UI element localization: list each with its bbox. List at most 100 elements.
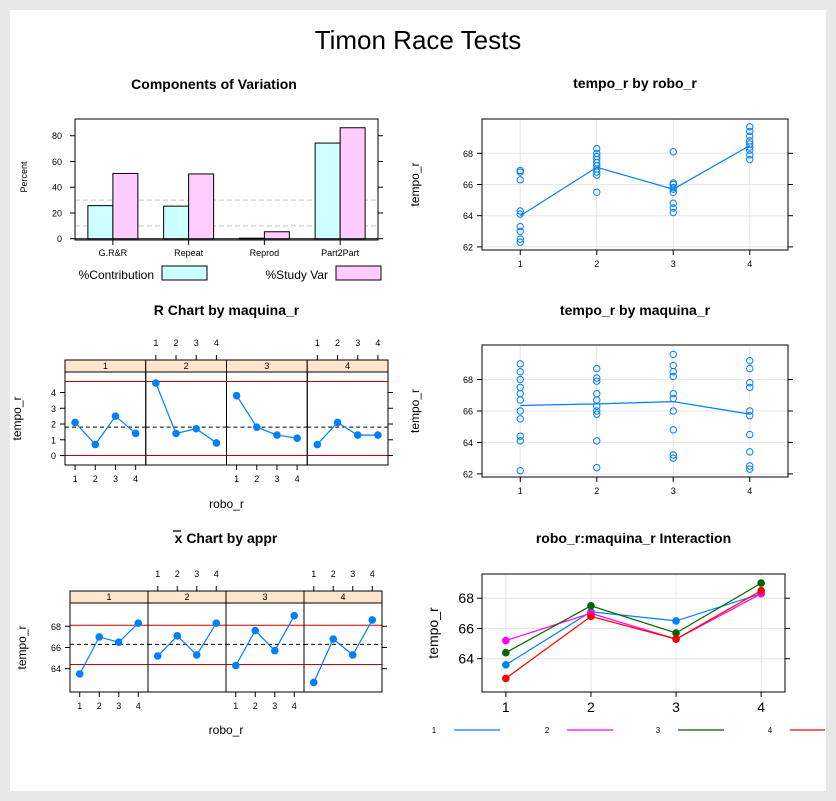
rchart-bottom-tick-label: 2	[254, 474, 259, 484]
xbar-point	[75, 670, 84, 678]
maquina-point	[593, 437, 601, 445]
components-bar-0	[163, 205, 190, 240]
robo-point	[669, 199, 677, 207]
rchart-top-tick-label: 4	[375, 338, 380, 348]
maquina-point	[746, 430, 754, 439]
rchart-title: R Chart by maquina_r	[154, 302, 300, 318]
interaction-y-tick-label: 66	[458, 620, 474, 636]
interaction-point-1	[672, 617, 680, 625]
rchart-point	[333, 418, 342, 427]
maquina-point	[593, 364, 601, 373]
rchart-point	[131, 429, 140, 438]
rchart-point	[293, 434, 301, 443]
interaction-series-line-4	[505, 590, 762, 679]
xbar-top-tick-label: 3	[194, 569, 199, 579]
rchart-point	[273, 431, 281, 439]
maquina-point	[746, 462, 754, 470]
xbar-strip-label: 1	[106, 592, 111, 602]
xbar-y-tick-label: 64	[51, 664, 61, 674]
robo-point	[593, 168, 601, 176]
rchart-y-tick-label: 2	[51, 420, 56, 430]
interaction-point-4	[757, 586, 765, 595]
rchart-panel-frame	[306, 371, 389, 466]
robo-point	[746, 132, 754, 140]
components-title: Components of Variation	[131, 76, 297, 92]
robo-x-tick-label: 2	[594, 259, 599, 269]
robo-point	[746, 146, 754, 154]
interaction-title: robo_r:maquina_r Interaction	[536, 530, 731, 546]
maquina-point	[516, 437, 524, 445]
maquina-point	[746, 412, 754, 420]
rchart-ylabel: tempo_r	[10, 396, 24, 440]
components-bar-0	[238, 237, 265, 240]
robo-title: tempo_r by robo_r	[573, 75, 697, 91]
interaction-legend-label: 2	[545, 726, 550, 735]
maquina-x-tick-label: 3	[671, 486, 676, 496]
maquina-point	[593, 407, 601, 415]
interaction-x-tick-label: 4	[757, 699, 765, 715]
robo-point	[746, 123, 754, 131]
xbar-bottom-tick-label: 3	[272, 701, 277, 711]
maquina-point	[516, 360, 524, 368]
xbar-point	[368, 616, 377, 624]
rchart-y-tick-label: 0	[51, 451, 56, 461]
robo-point	[669, 180, 677, 189]
components-y-tick-label: 20	[52, 208, 62, 218]
xbar-xlabel: robo_r	[209, 723, 244, 737]
robo-point	[669, 148, 677, 156]
maquina-y-tick-label: 66	[463, 407, 473, 417]
maquina-point	[746, 383, 754, 392]
rchart-top-tick-label: 2	[174, 338, 179, 348]
xbar-top-tick-label: 1	[155, 569, 160, 579]
rchart-point	[374, 431, 382, 439]
rchart-y-tick-label: 1	[51, 435, 56, 445]
robo-point	[669, 208, 677, 217]
xbar-point	[212, 619, 221, 627]
xbar-point	[348, 651, 357, 659]
maquina-point	[669, 407, 677, 415]
rchart-series-line	[316, 421, 378, 445]
maquina-point	[669, 372, 677, 381]
xbar-series-line	[157, 622, 217, 657]
xbar-bottom-tick-label: 1	[233, 701, 238, 711]
interaction-point-3	[757, 579, 765, 587]
xbar-point	[251, 626, 260, 635]
components-frame	[74, 118, 379, 241]
robo-point	[746, 151, 754, 159]
xbar-point	[290, 611, 299, 620]
rchart-point	[212, 439, 221, 447]
xbar-top-tick-label: 2	[331, 569, 336, 579]
xbar-point	[95, 633, 104, 641]
xbar-bottom-tick-label: 1	[77, 701, 82, 711]
rchart-strip-label: 3	[264, 361, 269, 371]
rchart-strip-label: 4	[345, 361, 350, 371]
maquina-point	[516, 432, 524, 440]
interaction-point-4	[587, 612, 595, 621]
maquina-point	[516, 415, 524, 423]
maquina-point	[746, 357, 754, 365]
rchart-y-tick-label: 4	[51, 388, 56, 398]
rchart-point	[252, 423, 261, 431]
xbar-panel-frame	[69, 602, 149, 693]
rchart-bottom-tick-label: 3	[113, 474, 118, 484]
rchart-series-line	[74, 415, 137, 446]
robo-y-tick-label: 62	[463, 242, 473, 252]
xbar-ylabel: tempo_r	[15, 625, 29, 669]
interaction-y-tick-label: 64	[458, 651, 474, 667]
components-bar-0	[314, 142, 341, 240]
chart-page: Timon Race Tests Components of Variation…	[10, 10, 826, 791]
interaction-ylabel: tempo_r	[425, 607, 441, 659]
xbar-series-line	[235, 615, 295, 666]
maquina-point	[669, 368, 677, 376]
robo-x-tick-label: 4	[747, 259, 752, 269]
xbar-y-tick-label: 68	[51, 622, 61, 632]
robo-y-tick-label: 68	[463, 149, 473, 159]
rchart-bottom-tick-label: 2	[93, 474, 98, 484]
xbar-strip-label: 2	[184, 592, 189, 602]
xbar-point	[114, 638, 123, 647]
rchart-bottom-tick-label: 4	[133, 474, 138, 484]
maquina-point	[669, 454, 677, 462]
robo-point	[516, 168, 524, 176]
rchart-point	[71, 418, 79, 427]
xbar-y-tick-label: 66	[51, 643, 61, 653]
